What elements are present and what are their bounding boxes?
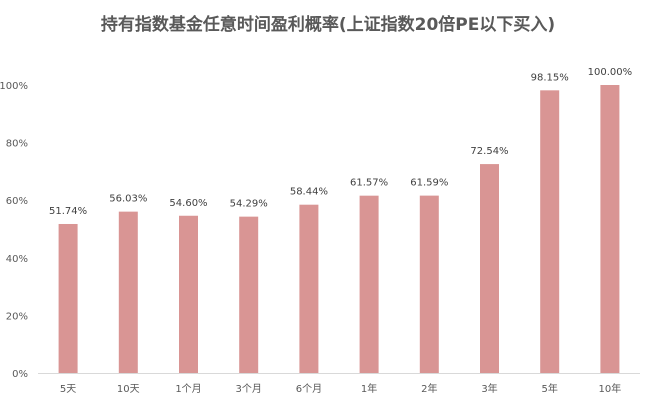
bar (118, 211, 138, 373)
data-label: 61.59% (410, 178, 448, 189)
bar (540, 90, 560, 373)
y-tick-label: 40% (6, 254, 28, 265)
y-tick-label: 80% (6, 139, 28, 150)
bar (299, 204, 319, 373)
bar (58, 223, 78, 373)
y-tick-label: 20% (6, 311, 28, 322)
x-tick-label: 5天 (60, 384, 76, 395)
x-tick-label: 5年 (542, 382, 558, 395)
x-tick-label: 1年 (361, 382, 377, 395)
x-tick-label: 3年 (481, 382, 497, 395)
x-tick-label: 2年 (421, 382, 437, 395)
bar (359, 195, 379, 373)
y-tick-label: 100% (0, 81, 28, 92)
data-label: 72.54% (470, 146, 508, 157)
data-label: 100.00% (588, 67, 633, 78)
data-label: 51.74% (49, 206, 87, 217)
x-tick-label: 3个月 (236, 383, 262, 395)
bar (480, 164, 499, 373)
data-label: 54.60% (169, 198, 207, 209)
x-tick-label: 1个月 (175, 383, 201, 395)
y-tick-label: 60% (6, 196, 28, 207)
x-tick-label: 10年 (599, 382, 622, 395)
x-tick-label: 6个月 (296, 383, 322, 395)
bar (419, 195, 439, 373)
data-label: 61.57% (350, 178, 388, 189)
chart-title: 持有指数基金任意时间盈利概率(上证指数20倍PE以下买入) (100, 15, 556, 35)
bar (239, 216, 259, 373)
bar (179, 215, 198, 373)
data-label: 56.03% (109, 194, 147, 205)
data-label: 54.29% (230, 199, 268, 210)
y-tick-label: 0% (12, 369, 28, 380)
data-label: 58.44% (290, 187, 328, 198)
x-tick-label: 10天 (117, 384, 140, 395)
bar (600, 85, 620, 373)
data-label: 98.15% (531, 72, 569, 83)
